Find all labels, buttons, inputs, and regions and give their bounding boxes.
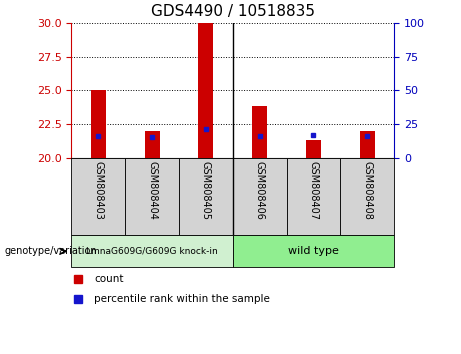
Bar xyxy=(233,158,287,235)
Bar xyxy=(91,90,106,158)
Bar xyxy=(179,158,233,235)
Bar xyxy=(198,23,213,158)
Bar xyxy=(71,235,233,267)
Bar xyxy=(340,158,394,235)
Bar xyxy=(145,131,160,158)
Text: percentile rank within the sample: percentile rank within the sample xyxy=(94,294,270,304)
Bar xyxy=(233,235,394,267)
Text: GSM808408: GSM808408 xyxy=(362,161,372,220)
Text: genotype/variation: genotype/variation xyxy=(5,246,97,256)
Text: wild type: wild type xyxy=(288,246,339,256)
Bar xyxy=(252,107,267,158)
Bar xyxy=(71,158,125,235)
Title: GDS4490 / 10518835: GDS4490 / 10518835 xyxy=(151,4,315,19)
Text: GSM808407: GSM808407 xyxy=(308,161,319,221)
Bar xyxy=(287,158,340,235)
Text: GSM808405: GSM808405 xyxy=(201,161,211,221)
Bar xyxy=(360,131,375,158)
Text: GSM808406: GSM808406 xyxy=(254,161,265,220)
Text: GSM808404: GSM808404 xyxy=(147,161,157,220)
Text: count: count xyxy=(94,274,124,284)
Text: GSM808403: GSM808403 xyxy=(93,161,103,220)
Bar xyxy=(306,140,321,158)
Bar xyxy=(125,158,179,235)
Text: LmnaG609G/G609G knock-in: LmnaG609G/G609G knock-in xyxy=(86,247,218,256)
